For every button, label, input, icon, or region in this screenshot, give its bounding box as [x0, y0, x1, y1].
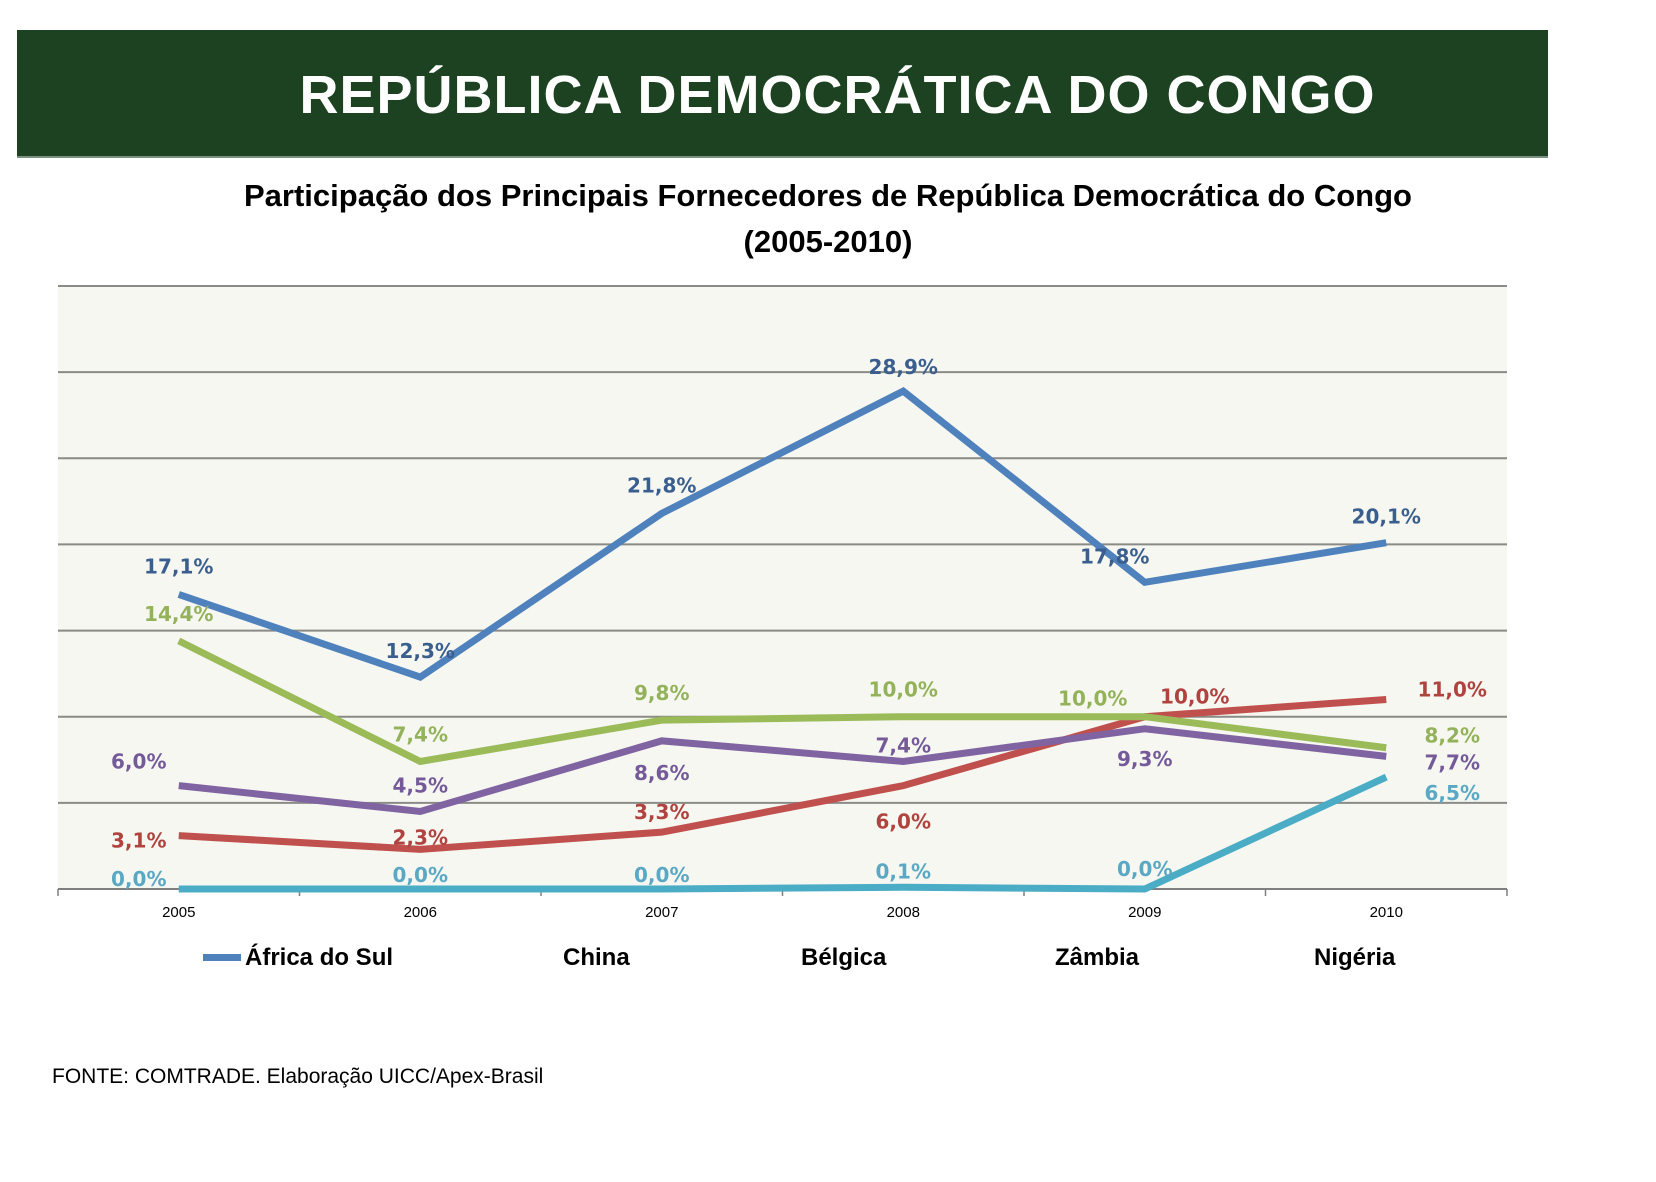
data-label: 0,1% — [876, 859, 931, 883]
legend-label: China — [563, 944, 630, 971]
x-tick-label: 2010 — [1370, 904, 1403, 921]
legend: África do Sul China Bélgica Zâmbia Nigéria — [203, 943, 1396, 971]
source-footnote: FONTE: COMTRADE. Elaboração UICC/Apex-Br… — [52, 1065, 544, 1088]
data-label: 6,0% — [111, 750, 166, 774]
chart-subtitle: (2005-2010) — [743, 224, 913, 259]
legend-label: Zâmbia — [1055, 944, 1140, 971]
series-lines — [177, 386, 1388, 893]
legend-label: Bélgica — [801, 944, 887, 971]
title-banner: REPÚBLICA DEMOCRÁTICA DO CONGO — [17, 30, 1548, 158]
x-tick-label: 2006 — [404, 904, 437, 921]
gridlines — [58, 285, 1507, 804]
data-label: 9,3% — [1117, 747, 1172, 771]
plot-area — [58, 286, 1507, 889]
x-tick-label: 2008 — [887, 904, 920, 921]
data-label: 21,8% — [627, 473, 696, 497]
data-labels: 17,1% 12,3% 21,8% 28,9% 17,8% 20,1% 3,1% 2,3% 3,… — [111, 355, 1487, 891]
data-label: 17,8% — [1080, 544, 1149, 568]
data-label: 0,0% — [111, 867, 166, 891]
x-tick-label: 2009 — [1128, 904, 1161, 921]
series-line-b-lgica — [177, 637, 1387, 766]
data-label: 3,3% — [634, 800, 689, 824]
data-label: 11,0% — [1418, 677, 1487, 701]
legend-swatch — [203, 954, 241, 961]
x-tick-label: 2005 — [162, 904, 195, 921]
x-tick-label: 2007 — [645, 904, 678, 921]
data-label: 14,4% — [144, 602, 213, 626]
data-label: 10,0% — [1058, 687, 1127, 711]
data-label: 7,4% — [876, 734, 931, 758]
data-label: 0,0% — [393, 863, 448, 887]
data-label: 10,0% — [1160, 685, 1229, 709]
data-label: 8,6% — [634, 761, 689, 785]
data-label: 17,1% — [144, 554, 213, 578]
x-axis: 2005 2006 2007 2008 2009 2010 — [57, 888, 1508, 921]
banner-title: REPÚBLICA DEMOCRÁTICA DO CONGO — [299, 65, 1376, 125]
data-label: 10,0% — [869, 678, 938, 702]
series-line-z-mbia — [178, 725, 1387, 816]
series-line--frica-do-sul — [177, 386, 1387, 681]
data-label: 4,5% — [393, 773, 448, 797]
data-label: 12,3% — [386, 639, 455, 663]
series-line-china — [178, 695, 1387, 853]
chart-title: Participação dos Principais Fornecedores… — [244, 178, 1412, 213]
legend-label: Nigéria — [1314, 944, 1396, 971]
data-label: 2,3% — [393, 825, 448, 849]
legend-label: África do Sul — [245, 943, 393, 971]
data-label: 7,4% — [393, 723, 448, 747]
series-line-nig-ria — [178, 773, 1388, 893]
data-label: 7,7% — [1425, 750, 1480, 774]
data-label: 9,8% — [634, 681, 689, 705]
data-label: 6,5% — [1425, 781, 1480, 805]
data-label: 6,0% — [876, 810, 931, 834]
data-label: 20,1% — [1352, 505, 1421, 529]
data-label: 0,0% — [634, 863, 689, 887]
data-label: 28,9% — [869, 355, 938, 379]
data-label: 8,2% — [1425, 724, 1480, 748]
data-label: 0,0% — [1117, 857, 1172, 881]
data-label: 3,1% — [111, 829, 166, 853]
